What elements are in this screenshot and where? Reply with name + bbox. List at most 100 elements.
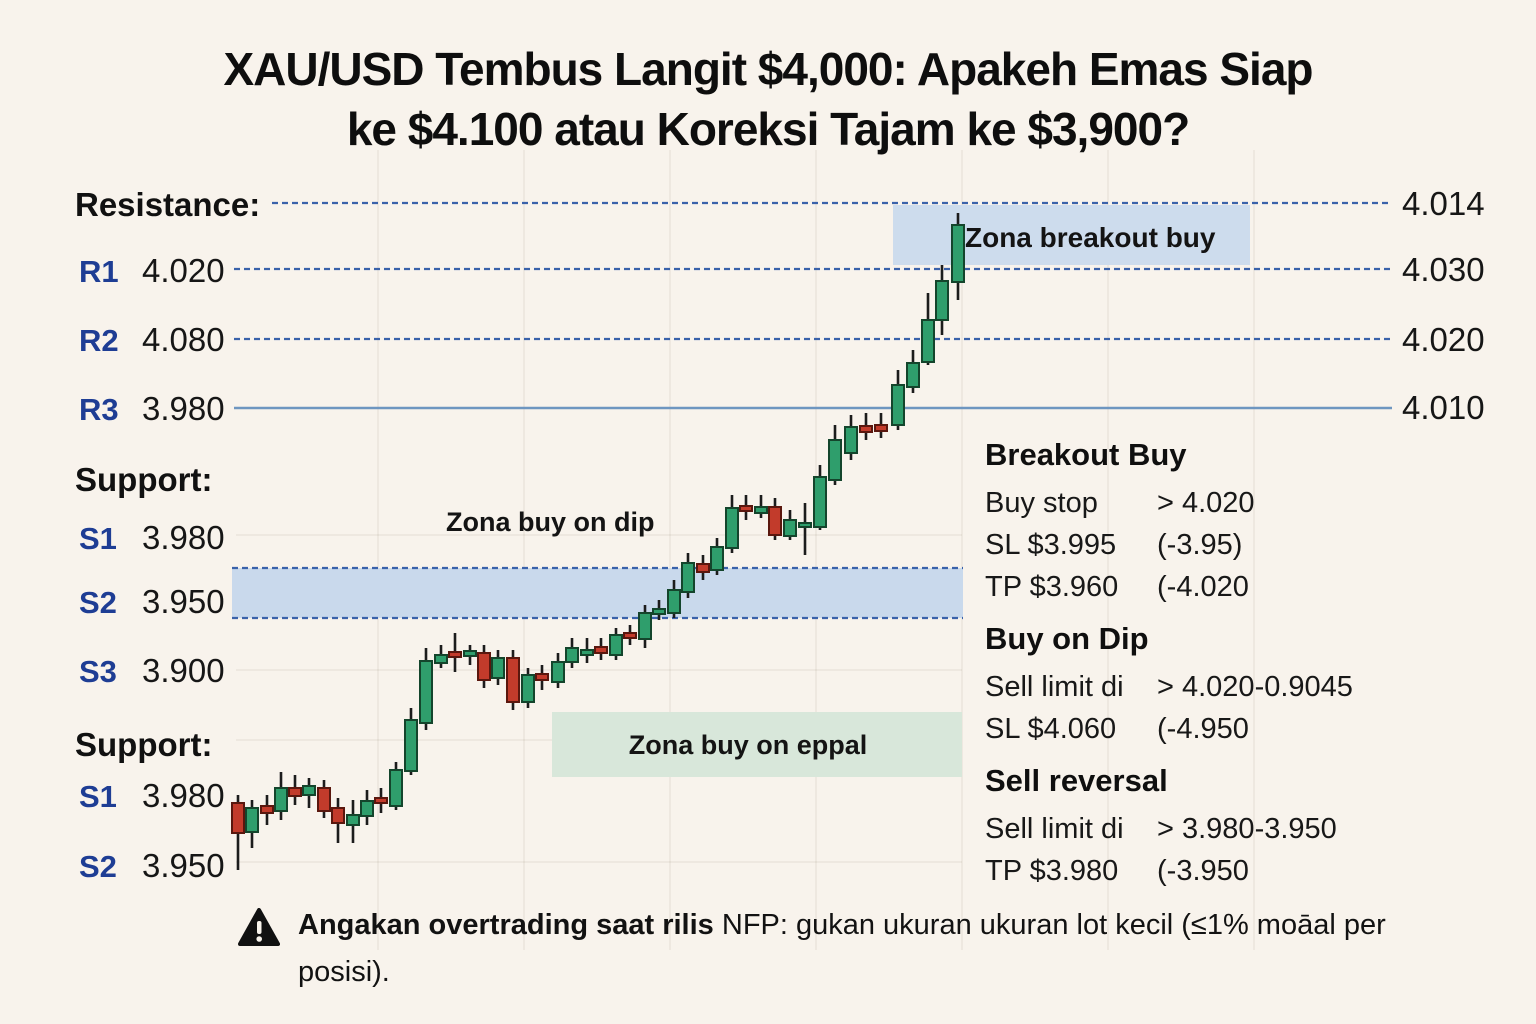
title-line-1: XAU/USD Tembus Langit $4,000: Apakeh Ema… [223, 43, 1314, 95]
candle-body-bull [798, 522, 812, 528]
zona-buy-on-eppal [552, 712, 962, 777]
candle-body-bull [906, 362, 920, 388]
right-axis-tick: 4.010 [1402, 389, 1485, 426]
level-row-r2: R2 4.080 [79, 321, 225, 359]
setup-row: Buy stop > 4.020 [985, 482, 1425, 524]
setup-title: Buy on Dip [985, 621, 1149, 656]
candle-body-bull [580, 649, 594, 656]
candle-body-bull [710, 546, 724, 571]
level-row-s2b: S2 3.950 [79, 847, 225, 885]
candle-body-bull [828, 439, 842, 481]
setup-row: SL $3.995 (-3.95) [985, 524, 1425, 566]
candle-body-bull [754, 506, 768, 514]
title-line-2: ke $4.100 atau Koreksi Tajam ke $3,900? [346, 102, 1190, 155]
candle-body-bear [739, 505, 753, 512]
candle-body-bull [813, 476, 827, 528]
setup-row-label: Sell limit di [985, 812, 1124, 845]
candle-body-bear [448, 651, 462, 658]
level-value: 3.980 [142, 777, 225, 814]
candle-body-bull [360, 800, 374, 817]
candle-body-bear [859, 425, 873, 433]
level-value: 3.900 [142, 652, 225, 689]
candle-body-bear [231, 802, 245, 834]
candle-body-bear [874, 424, 888, 432]
candle-body-bear [317, 787, 331, 812]
setup-row-label: SL $4.060 [985, 712, 1117, 745]
setup-breakout-buy: Breakout Buy Buy stop > 4.020 SL $3.995 … [985, 437, 1425, 608]
setup-title: Sell reversal [985, 763, 1168, 798]
level-label: S2 [79, 849, 117, 884]
candle-body-bear [260, 805, 274, 814]
candle-body-bull [491, 657, 505, 679]
candle-body-bull [783, 519, 797, 537]
setup-row: TP $3.980 (-3.950 [985, 850, 1425, 892]
candle-body-bull [551, 661, 565, 683]
candle-body-bull [346, 814, 360, 826]
candle-body-bear [374, 797, 388, 804]
resistance-header: Resistance: [75, 186, 261, 223]
warning-text-rest: NFP: gukan ukuran ukuran lot kecil (≤1% … [298, 909, 1386, 988]
level-label: S1 [79, 779, 117, 814]
level-row-r3: R3 3.980 [79, 390, 225, 428]
candle-body-bear [288, 787, 302, 797]
candle-body-bull [245, 807, 259, 833]
level-label: R1 [79, 254, 119, 289]
candle-body-bull [419, 660, 433, 724]
level-row-s1: S1 3.980 [79, 519, 225, 557]
candle-body-bull [652, 608, 666, 615]
support2-header: Support: [75, 726, 213, 763]
warning-text-bold: Angakan overtrading saat rilis [298, 909, 714, 941]
candle-body-bull [609, 634, 623, 656]
candle-body-bull [404, 719, 418, 772]
candle-body-bull [844, 426, 858, 454]
setup-row-label: SL $3.995 [985, 528, 1117, 561]
setup-row-value: (-4.020 [1157, 570, 1249, 603]
setup-sell-reversal: Sell reversal Sell limit di > 3.980-3.95… [985, 763, 1425, 892]
level-label: S2 [79, 585, 117, 620]
setup-row-value: > 4.020 [1157, 486, 1255, 519]
level-label: R2 [79, 323, 119, 358]
level-value: 3.950 [142, 583, 225, 620]
setup-row-value: > 4.020-0.9045 [1157, 670, 1353, 703]
candle-body-bull [434, 654, 448, 664]
level-value: 3.950 [142, 847, 225, 884]
setup-row: TP $3.960 (-4.020 [985, 566, 1425, 608]
setup-row-value: (-3.950 [1157, 854, 1249, 887]
candle-body-bull [463, 650, 477, 657]
candle-body-bear [535, 673, 549, 681]
right-axis-tick: 4.030 [1402, 251, 1485, 288]
candle-body-bear [331, 807, 345, 824]
setup-row-label: Sell limit di [985, 670, 1124, 703]
right-axis-tick: 4.014 [1402, 185, 1485, 222]
level-value: 4.080 [142, 321, 225, 358]
level-value: 3.980 [142, 519, 225, 556]
candle-body-bull [935, 280, 949, 321]
setup-row-label: TP $3.960 [985, 570, 1119, 603]
setup-row-label: Buy stop [985, 486, 1098, 519]
setup-row-value: (-3.95) [1157, 528, 1243, 561]
level-label: S1 [79, 521, 117, 556]
candle-body-bear [506, 657, 520, 703]
zona-buy-on-dip-label: Zona buy on dip [446, 507, 654, 537]
warning-note: Angakan overtrading saat rilis NFP: guka… [238, 902, 1428, 996]
setup-row: SL $4.060 (-4.950 [985, 708, 1425, 750]
setup-buy-on-dip: Buy on Dip Sell limit di > 4.020-0.9045 … [985, 621, 1425, 750]
setup-row-value: > 3.980-3.950 [1157, 812, 1337, 845]
warning-text: Angakan overtrading saat rilis NFP: guka… [298, 902, 1428, 996]
setup-row: Sell limit di > 4.020-0.9045 [985, 666, 1425, 708]
setup-row: Sell limit di > 3.980-3.950 [985, 808, 1425, 850]
level-row-r1: R1 4.020 [79, 252, 225, 290]
candle-body-bull [951, 224, 965, 283]
setup-title: Breakout Buy [985, 437, 1187, 472]
level-label: R3 [79, 392, 119, 427]
candle-body-bull [921, 319, 935, 363]
warning-icon [238, 908, 280, 946]
candle-body-bear [623, 632, 637, 639]
candle-body-bear [594, 646, 608, 654]
candle-body-bull [274, 787, 288, 812]
candle-body-bull [891, 384, 905, 426]
setup-row-value: (-4.950 [1157, 712, 1249, 745]
level-row-s3: S3 3.900 [79, 652, 225, 690]
support-header: Support: [75, 461, 213, 498]
